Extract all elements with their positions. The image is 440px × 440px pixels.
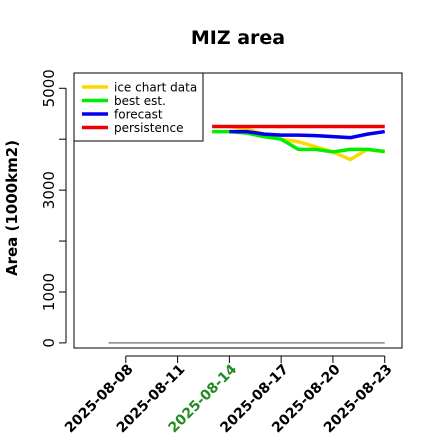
y-tick-label: 5000 [40,69,58,107]
series-line-forecast [229,129,385,140]
legend-label: best est. [114,94,166,108]
legend-label: persistence [114,121,183,135]
y-tick-label: 3000 [40,171,58,209]
y-tick-label: 1000 [40,273,58,311]
y-tick-label: 0 [40,338,58,348]
y-axis-label: Area (1000km2) [3,140,21,276]
legend-label: forecast [114,108,163,122]
legend-label: ice chart data [114,81,197,95]
plot-frame [73,72,403,349]
series-layer [108,124,385,344]
chart-title: MIZ area [191,27,285,49]
legend-box [73,72,204,142]
